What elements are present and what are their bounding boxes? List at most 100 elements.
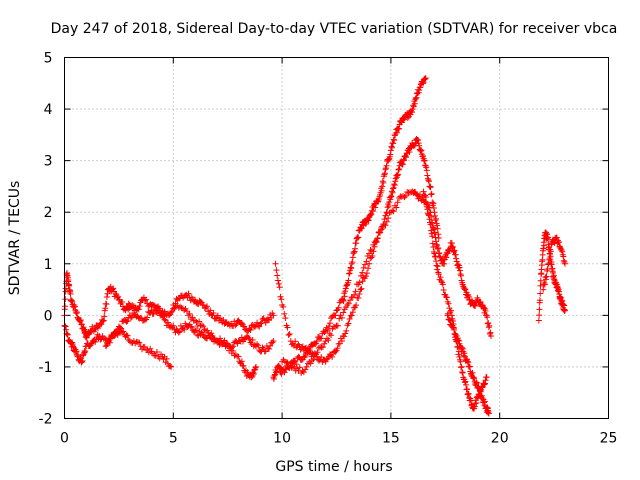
data-point [353,302,360,309]
data-point [453,255,460,262]
data-point [232,322,239,329]
axis-ticks [64,57,609,419]
data-point [447,317,454,324]
data-point [313,338,320,345]
data-point [335,304,342,311]
data-point [419,152,426,159]
data-point [87,329,94,336]
data-point [427,209,434,216]
data-point [406,149,413,156]
data-point [456,340,463,347]
data-point [350,249,357,256]
data-point [455,351,462,358]
data-point [236,337,243,344]
data-point [411,100,418,107]
data-point [148,307,155,314]
data-point [74,309,81,316]
data-point [412,95,419,102]
data-point [303,363,310,370]
data-point [431,212,438,219]
data-point [536,297,543,304]
data-point [165,312,172,319]
data-point [348,265,355,272]
data-point [436,253,443,260]
data-point [281,310,288,317]
data-point [484,314,491,321]
data-point [245,334,252,341]
data-point [73,310,80,317]
data-point [249,336,256,343]
data-point [363,258,370,265]
data-point [466,363,473,370]
data-point [298,344,305,351]
data-point [400,157,407,164]
data-point [81,347,88,354]
data-point [419,80,426,87]
data-point [557,294,564,301]
data-point [449,243,456,250]
data-point [340,309,347,316]
data-point [283,358,290,365]
data-point [198,322,205,329]
data-point [240,362,247,369]
data-point [371,239,378,246]
data-point [164,319,171,326]
data-point [309,357,316,364]
data-point [430,249,437,256]
data-point [150,310,157,317]
data-point [100,317,107,324]
data-point [433,258,440,265]
data-point [372,204,379,211]
chart-title: Day 247 of 2018, Sidereal Day-to-day VTE… [51,21,618,37]
data-point [357,272,364,279]
data-point [537,277,544,284]
data-point [430,244,437,251]
data-point [285,332,292,338]
x-tick-label: 25 [600,431,618,447]
data-point [388,143,395,150]
data-point [83,334,90,341]
data-point [351,292,358,299]
data-point [207,307,214,314]
data-point [65,277,72,284]
data-point [473,379,480,386]
data-point [360,264,367,271]
data-point [230,347,237,354]
data-point [486,322,493,329]
data-point [296,364,303,371]
data-point [273,368,280,375]
data-point [351,248,358,255]
data-point [248,374,255,381]
data-point [244,369,251,376]
data-point [421,157,428,164]
data-point [204,303,211,310]
data-point [303,344,310,351]
data-point [185,312,192,319]
data-point [262,319,269,326]
data-point [477,387,484,394]
data-point [321,340,328,347]
data-point [101,313,108,320]
data-point [189,314,196,321]
data-point [342,288,349,295]
data-point [326,330,333,337]
data-point [185,290,192,297]
data-point [227,343,234,350]
data-point [78,358,85,365]
data-point [561,307,568,314]
data-point [448,240,455,247]
data-point [536,312,543,319]
data-point [428,230,435,237]
data-point [433,215,440,222]
data-point [420,188,427,195]
data-point [259,344,266,351]
data-point [97,336,104,343]
data-point [395,166,402,173]
data-point [428,214,435,221]
data-point [415,89,422,96]
data-point [102,305,109,312]
data-point [220,316,227,323]
data-point [62,303,69,310]
data-point [280,303,287,310]
data-point [377,229,384,236]
